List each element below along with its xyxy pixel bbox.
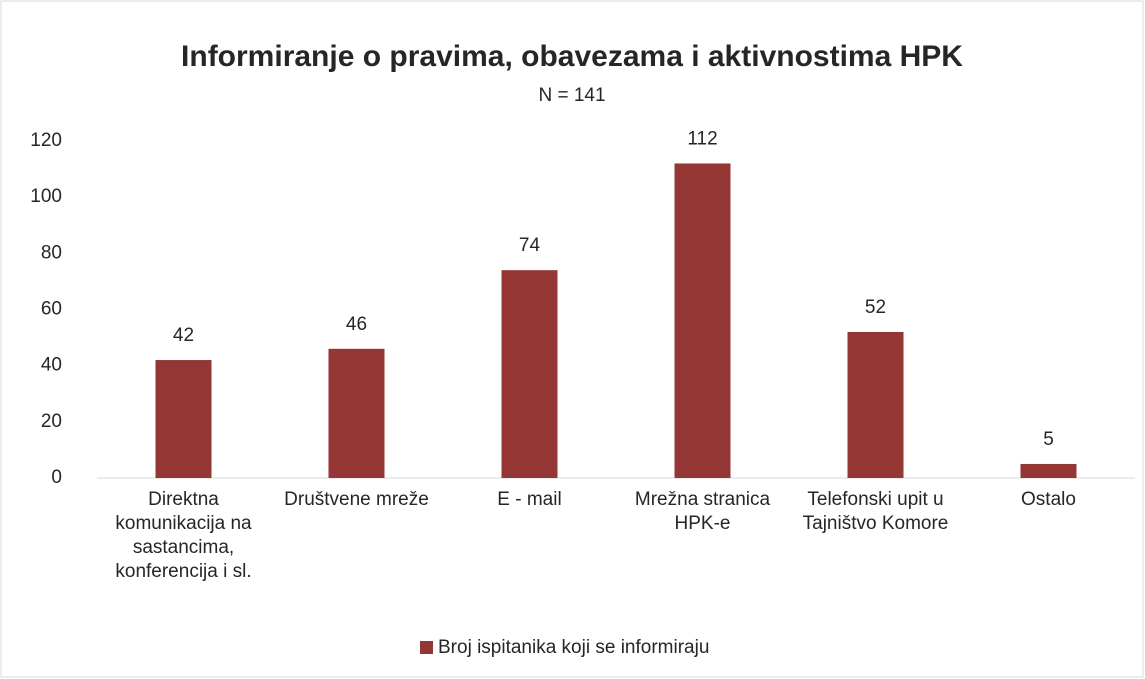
y-tick-label: 20 [41, 411, 62, 432]
bar [1020, 463, 1077, 478]
y-tick-label: 120 [30, 130, 62, 151]
data-label: 5 [1043, 429, 1054, 450]
bar [501, 270, 558, 478]
chart-title: Informiranje o pravima, obavezama i akti… [181, 40, 963, 73]
data-label: 42 [173, 325, 194, 346]
x-tick-label: Društvene mreže [284, 489, 429, 510]
x-tick-label: Direktna komunikacija na sastancima, kon… [115, 489, 252, 582]
y-tick-label: 0 [51, 467, 62, 488]
y-tick-label: 60 [41, 299, 62, 320]
bar [328, 348, 385, 478]
chart-subtitle: N = 141 [538, 85, 605, 106]
data-label: 112 [687, 128, 717, 149]
x-tick-label-box: E - mail [497, 489, 562, 510]
x-tick-label-box: Telefonski upit u Tajništvo Komore [802, 489, 949, 534]
x-tick-label: E - mail [497, 489, 562, 510]
data-label: 52 [865, 297, 886, 318]
x-tick-label-box: Ostalo [1021, 489, 1076, 510]
x-tick-label-box: Direktna komunikacija na sastancima, kon… [115, 489, 252, 582]
x-tick-label-box: Mrežna stranica HPK-e [634, 489, 771, 534]
bar [155, 360, 212, 478]
y-tick-label: 40 [41, 355, 62, 376]
data-label: 74 [519, 235, 541, 256]
data-label: 46 [346, 314, 367, 335]
legend-swatch [420, 641, 433, 654]
y-tick-label: 80 [41, 242, 62, 263]
bar [674, 163, 731, 478]
x-tick-label: Telefonski upit u Tajništvo Komore [802, 489, 949, 534]
legend-label: Broj ispitanika koji se informiraju [438, 637, 709, 658]
y-tick-label: 100 [30, 186, 62, 207]
x-tick-label-box: Društvene mreže [284, 489, 429, 510]
x-tick-label: Ostalo [1021, 489, 1076, 510]
bar [847, 331, 904, 478]
x-tick-label: Mrežna stranica HPK-e [634, 489, 771, 534]
